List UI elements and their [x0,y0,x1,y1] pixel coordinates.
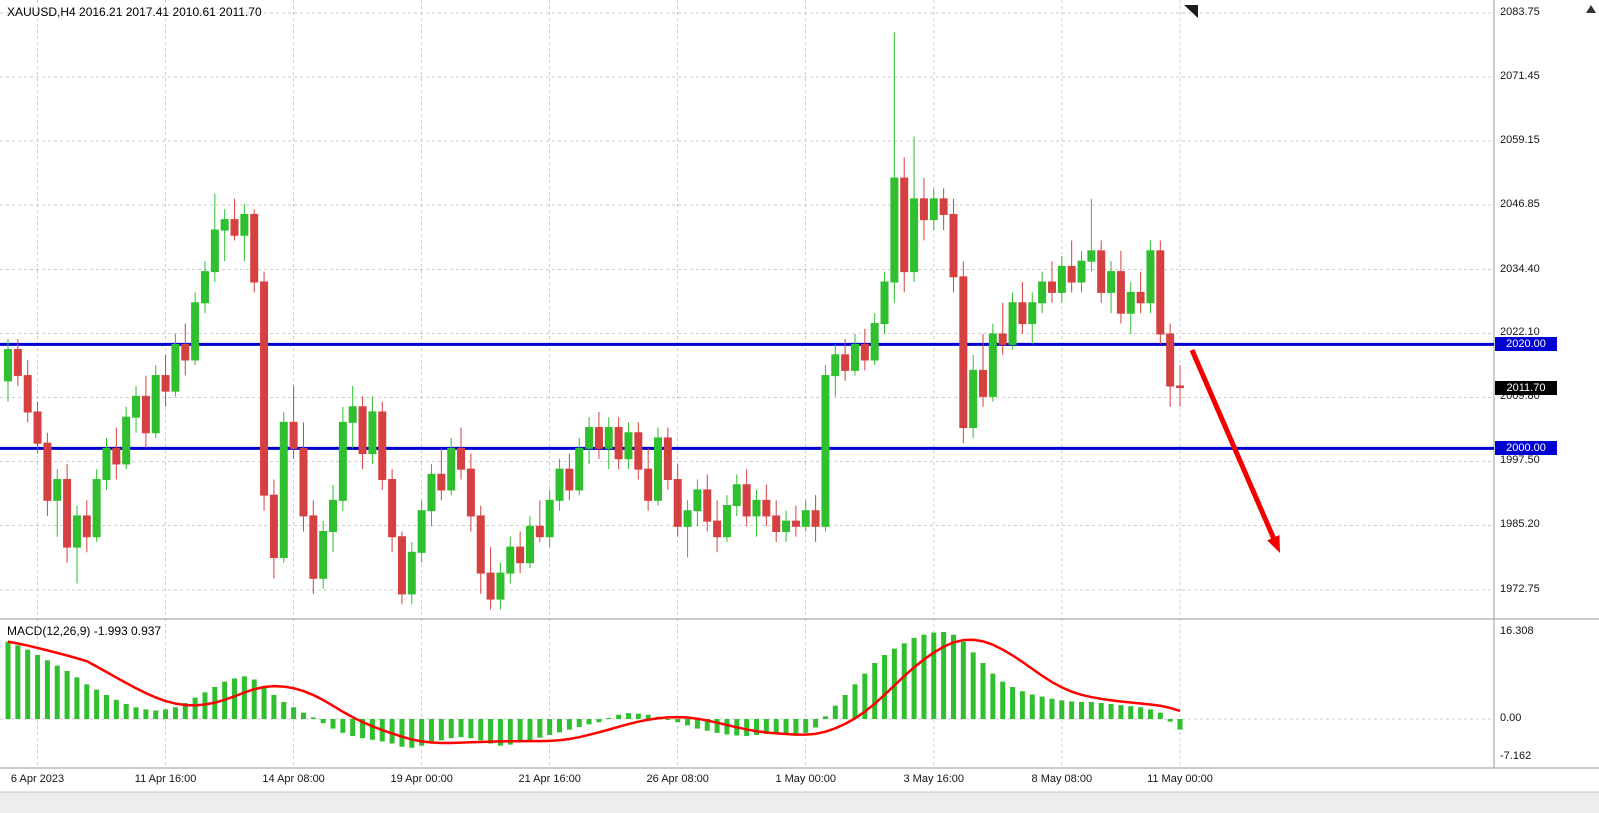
corner-marker-icon [1586,5,1596,13]
trend-arrow-head[interactable] [1267,535,1280,553]
autoscroll-marker-icon[interactable] [1184,5,1198,18]
trend-arrow[interactable] [1189,349,1280,547]
grid [0,0,1494,768]
macd-signal-line [7,638,1181,745]
candles [4,32,1184,610]
panel-frame [0,0,1599,769]
macd-histogram [5,632,1183,748]
